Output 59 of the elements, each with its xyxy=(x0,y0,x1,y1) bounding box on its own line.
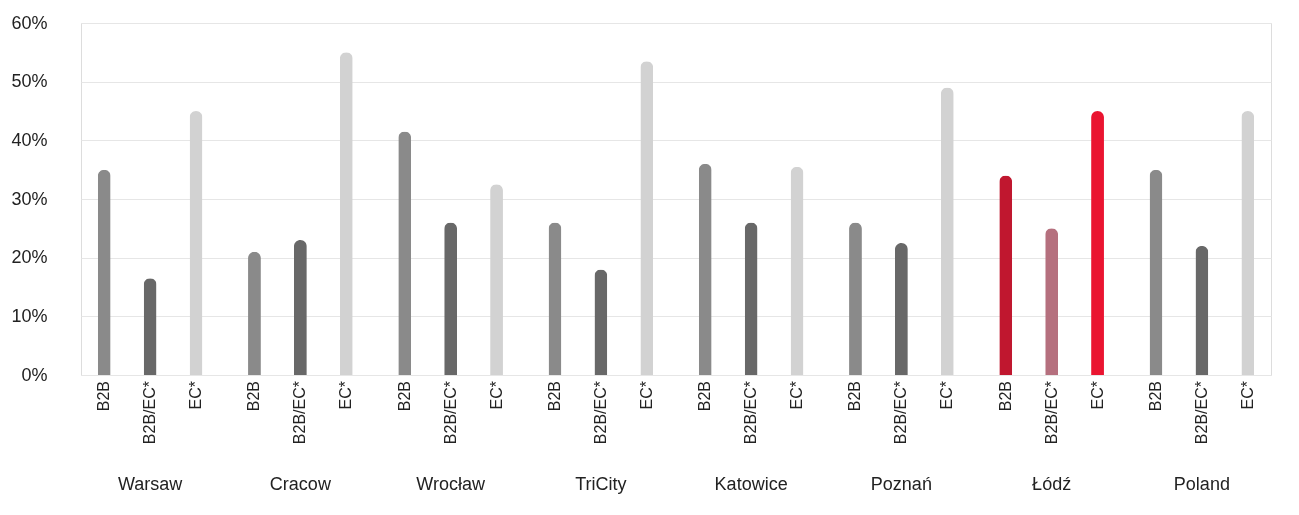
bar xyxy=(398,131,412,375)
bar xyxy=(999,175,1013,375)
text: B2B/EC* xyxy=(591,381,609,445)
text: EC* xyxy=(337,381,355,410)
text: B2B xyxy=(395,381,413,412)
y-tick-label: 50% xyxy=(11,71,48,92)
x-tick-label: Cracow xyxy=(269,473,332,494)
text: B2B xyxy=(95,381,113,412)
bar xyxy=(339,52,353,375)
bar xyxy=(1241,111,1255,375)
y-tick-label: 40% xyxy=(11,129,48,150)
y-tick-label: 10% xyxy=(11,305,48,326)
bar xyxy=(143,278,157,375)
x-tick-label: TriCity xyxy=(575,473,627,494)
bar xyxy=(1195,245,1209,375)
text: B2B xyxy=(696,381,714,412)
bar xyxy=(1149,169,1163,375)
text: B2B/EC* xyxy=(141,381,159,445)
text: EC* xyxy=(487,381,505,410)
x-tick-label: Warsaw xyxy=(117,473,184,494)
bar xyxy=(640,61,654,375)
text: EC* xyxy=(938,381,956,410)
text: B2B xyxy=(1146,381,1164,412)
text: B2B/EC* xyxy=(742,381,760,445)
bar xyxy=(940,87,954,375)
text: B2B xyxy=(245,381,263,412)
x-tick-label: Katowice xyxy=(714,473,788,494)
bar xyxy=(698,163,712,375)
bar xyxy=(293,240,307,375)
bar xyxy=(189,111,203,375)
bar xyxy=(444,222,458,375)
text: B2B/EC* xyxy=(291,381,309,445)
bar xyxy=(744,222,758,375)
text: B2B/EC* xyxy=(1042,381,1060,445)
y-tick-label: 30% xyxy=(11,188,48,209)
text: B2B/EC* xyxy=(441,381,459,445)
bar xyxy=(594,269,608,375)
x-tick-label: Łódź xyxy=(1032,473,1072,494)
y-tick-label: 60% xyxy=(11,12,48,33)
x-tick-label: Poland xyxy=(1173,473,1230,494)
text: B2B xyxy=(846,381,864,412)
bar xyxy=(548,222,562,375)
text: B2B xyxy=(545,381,563,412)
text: B2B/EC* xyxy=(892,381,910,445)
text: EC* xyxy=(637,381,655,410)
y-tick-label: 20% xyxy=(11,247,48,268)
bar xyxy=(790,166,804,375)
text: EC* xyxy=(187,381,205,410)
text: B2B xyxy=(996,381,1014,412)
bar xyxy=(894,243,908,375)
text: B2B/EC* xyxy=(1192,381,1210,445)
x-tick-label: Poznań xyxy=(870,473,932,494)
bar xyxy=(97,169,111,375)
text: EC* xyxy=(1088,381,1106,410)
text: EC* xyxy=(1238,381,1256,410)
y-tick-label: 0% xyxy=(21,364,48,385)
bar xyxy=(1045,228,1059,375)
text: EC* xyxy=(788,381,806,410)
x-tick-label: Wrocław xyxy=(416,473,486,494)
